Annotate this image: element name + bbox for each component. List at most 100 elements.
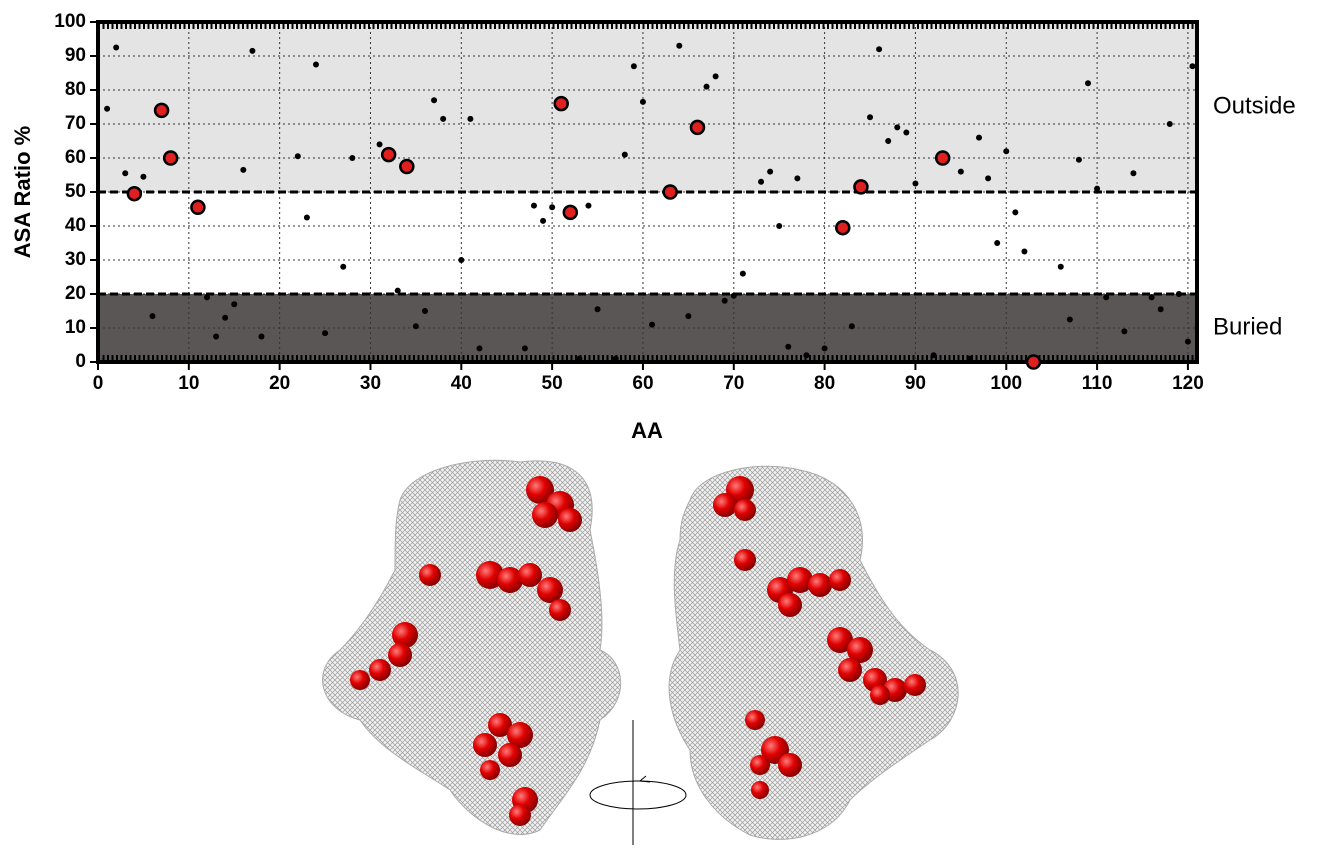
x-tick-label: 60 [632, 373, 653, 394]
point [740, 271, 746, 277]
rotation-symbol [590, 720, 686, 845]
point [322, 330, 328, 336]
point [249, 48, 255, 54]
point [1003, 148, 1009, 154]
figure: OutsideBuried010203040506070809010011012… [0, 0, 1323, 853]
point [349, 155, 355, 161]
point [885, 138, 891, 144]
point [549, 204, 555, 210]
point [413, 323, 419, 329]
x-axis-title: AA [631, 418, 663, 443]
point [1058, 264, 1064, 270]
point [304, 215, 310, 221]
point [149, 313, 155, 319]
point [240, 167, 246, 173]
point [522, 345, 528, 351]
point [1189, 63, 1195, 69]
highlight-point [164, 152, 177, 165]
highlight-point [1027, 356, 1040, 369]
point [722, 298, 728, 304]
point [258, 334, 264, 340]
point [731, 293, 737, 299]
point [849, 323, 855, 329]
point [867, 114, 873, 120]
point [613, 356, 619, 362]
y-tick-label: 40 [65, 215, 86, 236]
highlight-point [664, 186, 677, 199]
point [595, 306, 601, 312]
surface-mesh [669, 466, 958, 839]
point [1130, 170, 1136, 176]
y-tick-label: 50 [65, 181, 86, 202]
point [104, 106, 110, 112]
highlight-point [854, 180, 867, 193]
point [903, 130, 909, 136]
point [1103, 294, 1109, 300]
point [876, 46, 882, 52]
y-tick-label: 0 [75, 351, 86, 372]
point [985, 175, 991, 181]
point [395, 288, 401, 294]
point [631, 63, 637, 69]
region-label: Outside [1213, 92, 1296, 119]
x-tick-label: 120 [1172, 373, 1204, 394]
x-tick-label: 100 [990, 373, 1022, 394]
point [758, 179, 764, 185]
highlight-point [836, 221, 849, 234]
point [994, 240, 1000, 246]
point [576, 356, 582, 362]
point [794, 175, 800, 181]
x-tick-label: 20 [269, 373, 290, 394]
point [976, 135, 982, 141]
highlight-point [191, 201, 204, 214]
point [213, 334, 219, 340]
y-tick-label: 100 [54, 11, 86, 32]
point [931, 352, 937, 358]
point [912, 181, 918, 187]
highlight-point [155, 104, 168, 117]
y-tick-label: 30 [65, 249, 86, 270]
highlight-point [128, 187, 141, 200]
point [649, 322, 655, 328]
point [440, 116, 446, 122]
point [295, 153, 301, 159]
highlight-point [555, 97, 568, 110]
point [458, 257, 464, 263]
point [967, 356, 973, 362]
region-band [98, 294, 1197, 362]
y-tick-label: 90 [65, 45, 86, 66]
point [585, 203, 591, 209]
point [1176, 291, 1182, 297]
point [685, 313, 691, 319]
point [776, 223, 782, 229]
highlight-point [564, 206, 577, 219]
point [377, 141, 383, 147]
region-label: Buried [1213, 313, 1282, 340]
highlight-point [382, 148, 395, 161]
y-tick-label: 60 [65, 147, 86, 168]
point [1185, 339, 1191, 345]
point [785, 344, 791, 350]
region-band [98, 22, 1197, 192]
point [1167, 121, 1173, 127]
point [113, 45, 119, 51]
protein-left [323, 460, 621, 834]
y-tick-label: 70 [65, 113, 86, 134]
point [1158, 306, 1164, 312]
y-tick-label: 20 [65, 283, 86, 304]
point [640, 99, 646, 105]
point [1149, 294, 1155, 300]
x-tick-label: 0 [93, 373, 104, 394]
point [1121, 328, 1127, 334]
point [231, 301, 237, 307]
point [431, 97, 437, 103]
point [222, 315, 228, 321]
point [540, 218, 546, 224]
point [476, 345, 482, 351]
point [803, 352, 809, 358]
protein-right [669, 466, 958, 839]
point [313, 62, 319, 68]
y-tick-label: 10 [65, 317, 86, 338]
point [704, 84, 710, 90]
